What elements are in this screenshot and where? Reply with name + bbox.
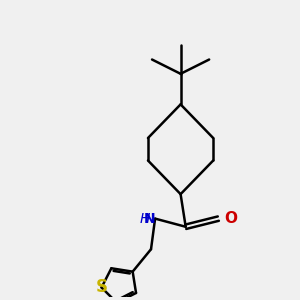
Text: H: H (140, 212, 150, 226)
Text: S: S (96, 278, 108, 296)
Text: O: O (224, 211, 237, 226)
Text: N: N (143, 212, 155, 226)
